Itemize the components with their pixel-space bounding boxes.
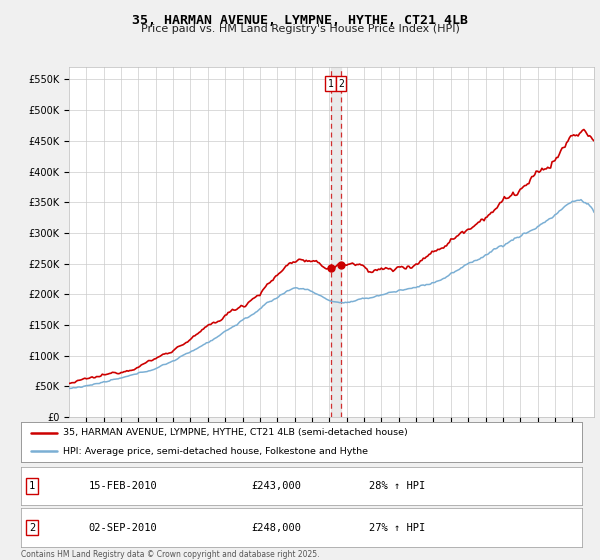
Text: 28% ↑ HPI: 28% ↑ HPI (369, 481, 425, 491)
Text: 2: 2 (29, 522, 35, 533)
Text: £248,000: £248,000 (251, 522, 301, 533)
Text: 27% ↑ HPI: 27% ↑ HPI (369, 522, 425, 533)
Text: 2: 2 (338, 79, 344, 89)
Text: 1: 1 (328, 79, 334, 89)
Text: 15-FEB-2010: 15-FEB-2010 (88, 481, 157, 491)
Bar (331, 67, 341, 417)
Text: Contains HM Land Registry data © Crown copyright and database right 2025.
This d: Contains HM Land Registry data © Crown c… (21, 550, 320, 560)
Text: 1: 1 (29, 481, 35, 491)
Text: 35, HARMAN AVENUE, LYMPNE, HYTHE, CT21 4LB: 35, HARMAN AVENUE, LYMPNE, HYTHE, CT21 4… (132, 14, 468, 27)
Text: 02-SEP-2010: 02-SEP-2010 (88, 522, 157, 533)
Text: 35, HARMAN AVENUE, LYMPNE, HYTHE, CT21 4LB (semi-detached house): 35, HARMAN AVENUE, LYMPNE, HYTHE, CT21 4… (63, 428, 408, 437)
Text: Price paid vs. HM Land Registry's House Price Index (HPI): Price paid vs. HM Land Registry's House … (140, 24, 460, 34)
Text: £243,000: £243,000 (251, 481, 301, 491)
Text: HPI: Average price, semi-detached house, Folkestone and Hythe: HPI: Average price, semi-detached house,… (63, 447, 368, 456)
